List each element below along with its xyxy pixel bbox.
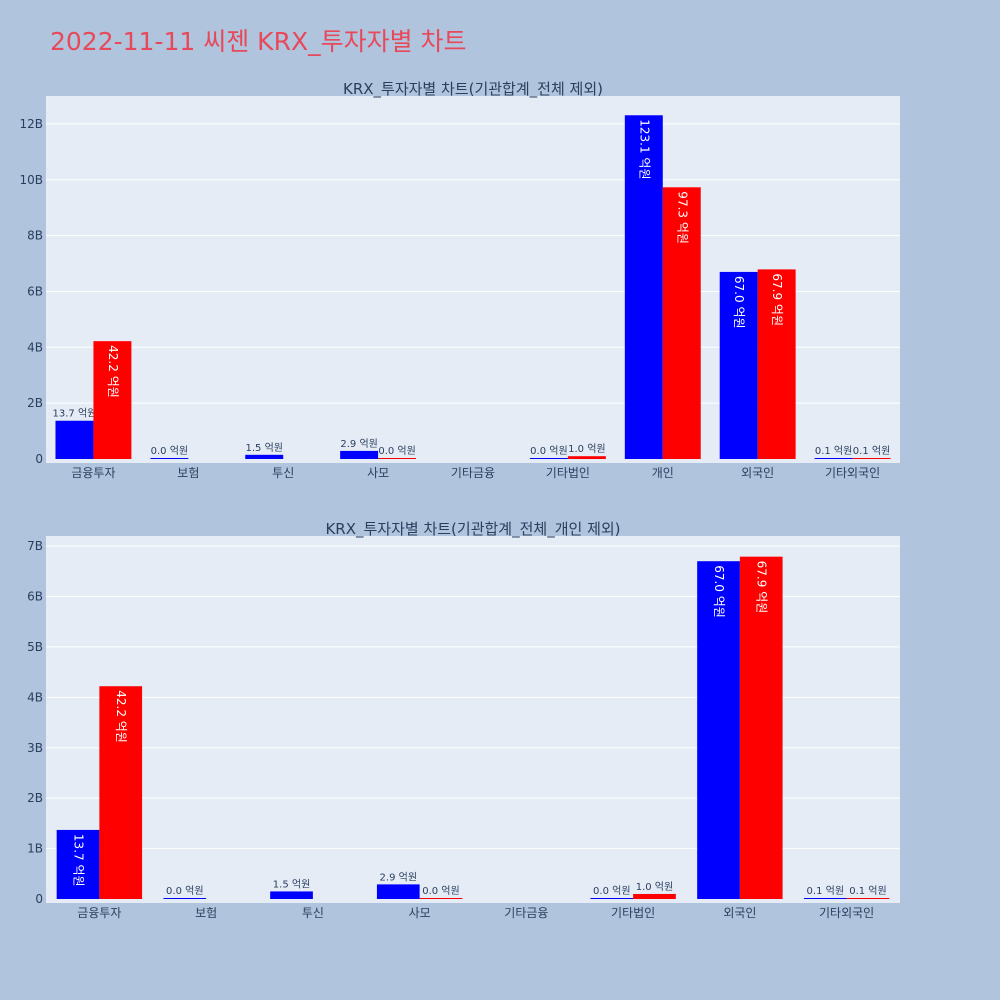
data-label: 97.3 억원 [675, 191, 689, 244]
x-tick-label: 투신 [272, 466, 294, 480]
bar [270, 891, 313, 899]
bar [419, 898, 463, 899]
x-tick-label: 기타외국인 [819, 906, 874, 920]
data-label: 0.1 억원 [849, 885, 886, 897]
x-tick-label: 기타금융 [504, 906, 548, 920]
y-tick-label: 2B [27, 791, 43, 805]
x-tick-label: 금융투자 [77, 906, 121, 920]
bar [590, 898, 634, 899]
data-label: 67.0 억원 [732, 276, 746, 329]
data-label: 0.0 억원 [422, 885, 459, 897]
data-label: 2.9 억원 [340, 438, 377, 450]
data-label: 0.0 억원 [166, 885, 203, 897]
data-label: 0.0 억원 [378, 445, 415, 457]
x-tick-label: 투신 [302, 906, 324, 920]
x-tick-label: 사모 [409, 906, 431, 920]
data-label: 0.1 억원 [853, 445, 890, 457]
y-tick-label: 4B [27, 690, 43, 704]
data-label: 1.0 억원 [636, 881, 673, 893]
bar [814, 458, 853, 459]
data-label: 123.1 억원 [637, 119, 651, 179]
y-tick-label: 6B [27, 284, 43, 298]
bar [719, 271, 758, 459]
y-tick-label: 2B [27, 396, 43, 410]
y-tick-label: 4B [27, 340, 43, 354]
bar [852, 458, 891, 459]
data-label: 42.2 억원 [114, 690, 128, 743]
y-tick-label: 7B [27, 539, 43, 553]
x-tick-label: 보험 [177, 466, 199, 480]
x-tick-label: 기타금융 [451, 466, 495, 480]
x-tick-label: 보험 [195, 906, 217, 920]
x-tick-label: 기타법인 [546, 466, 590, 480]
data-label: 0.0 억원 [151, 445, 188, 457]
data-label: 1.5 억원 [246, 442, 283, 454]
bar [567, 456, 606, 459]
y-tick-label: 3B [27, 741, 43, 755]
bar [757, 269, 796, 459]
data-label: 42.2 억원 [106, 345, 120, 398]
data-label: 67.0 억원 [712, 565, 726, 618]
bar [93, 341, 132, 459]
bar [633, 893, 676, 899]
y-tick-label: 12B [19, 117, 43, 131]
bar [697, 561, 740, 899]
data-label: 67.9 억원 [755, 561, 769, 614]
data-label: 0.1 억원 [815, 445, 852, 457]
x-tick-label: 개인 [652, 466, 674, 480]
bar [529, 458, 568, 459]
bar [56, 829, 100, 899]
bar [376, 884, 420, 899]
data-label: 0.0 억원 [530, 445, 567, 457]
y-tick-label: 0 [35, 452, 43, 466]
bar [99, 686, 143, 899]
bar [846, 898, 890, 899]
data-label: 13.7 억원 [53, 408, 97, 420]
x-tick-label: 외국인 [741, 466, 774, 480]
data-label: 67.9 억원 [770, 273, 784, 326]
data-label: 2.9 억원 [380, 871, 417, 883]
bar [163, 898, 207, 899]
x-tick-label: 기타외국인 [825, 466, 880, 480]
bar [378, 458, 417, 459]
data-label: 1.0 억원 [568, 443, 605, 455]
y-tick-label: 6B [27, 590, 43, 604]
bar [662, 187, 701, 459]
bar [340, 450, 379, 459]
data-label: 1.5 억원 [273, 878, 310, 890]
bar [624, 115, 663, 460]
data-label: 0.1 억원 [807, 885, 844, 897]
chart-title: KRX_투자자별 차트(기관합계_전체_개인 제외) [325, 520, 620, 539]
bar [150, 458, 189, 459]
bar [803, 898, 847, 899]
bar [245, 454, 284, 459]
y-tick-label: 10B [19, 173, 43, 187]
x-tick-label: 외국인 [723, 906, 756, 920]
x-tick-label: 사모 [367, 466, 389, 480]
data-label: 0.0 억원 [593, 885, 630, 897]
chart-title: KRX_투자자별 차트(기관합계_전체 제외) [343, 80, 603, 99]
page-title: 2022-11-11 씨젠 KRX_투자자별 차트 [50, 27, 467, 56]
bar [55, 420, 94, 459]
y-tick-label: 8B [27, 229, 43, 243]
x-tick-label: 금융투자 [71, 466, 115, 480]
x-tick-label: 기타법인 [611, 906, 655, 920]
y-tick-label: 5B [27, 640, 43, 654]
bar [739, 556, 783, 899]
y-tick-label: 1B [27, 842, 43, 856]
y-tick-label: 0 [35, 892, 43, 906]
data-label: 13.7 억원 [72, 834, 86, 887]
